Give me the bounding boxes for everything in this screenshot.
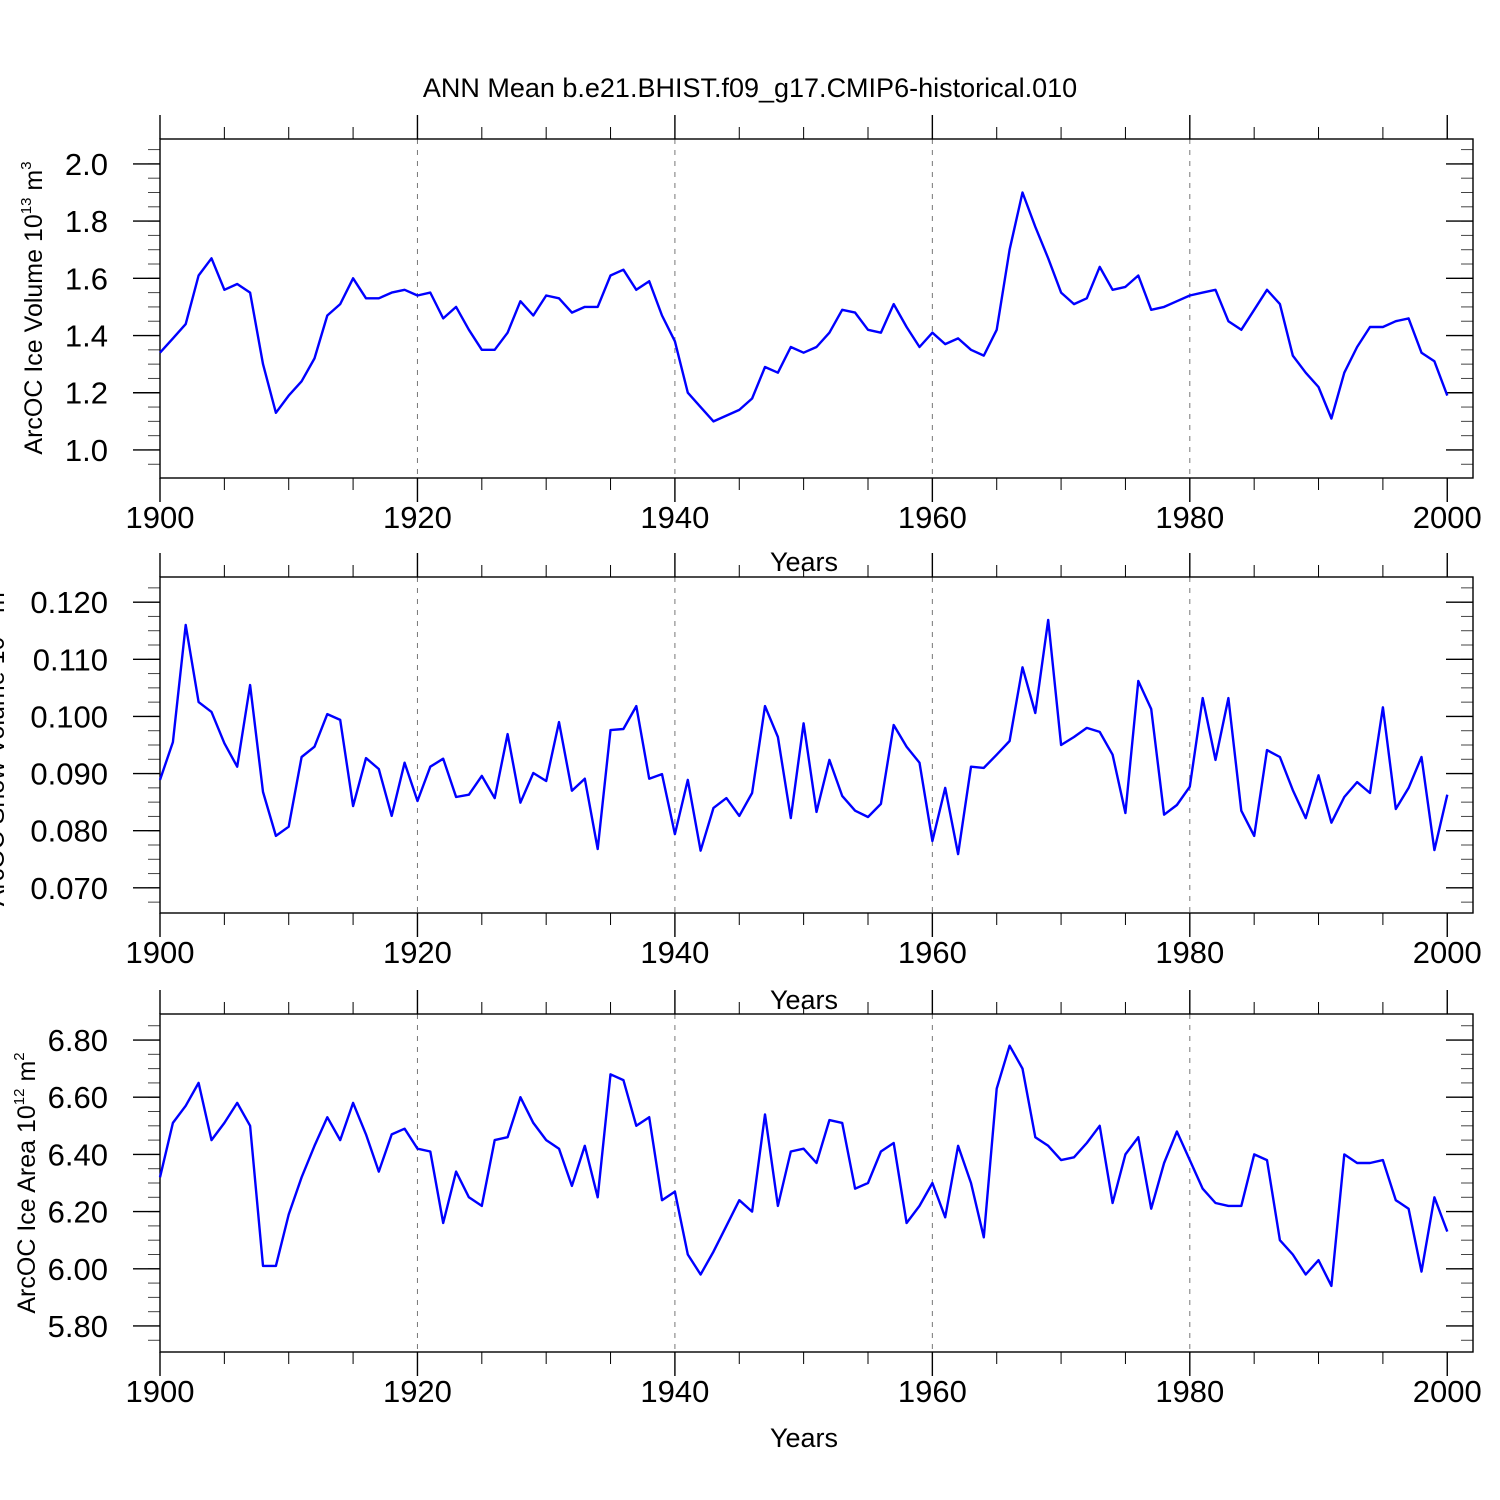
x-tick-label: 1980 xyxy=(1155,1374,1224,1409)
x-tick-label: 2000 xyxy=(1413,500,1482,535)
y-axis-title-ice-volume: ArcOC Ice Volume 1013 m3 xyxy=(18,161,48,454)
x-tick-label: 2000 xyxy=(1413,935,1482,970)
y-tick-label: 5.80 xyxy=(48,1309,108,1344)
x-tick-label: 1920 xyxy=(383,500,452,535)
chart-title: ANN Mean b.e21.BHIST.f09_g17.CMIP6-histo… xyxy=(423,73,1077,103)
x-tick-label: 1960 xyxy=(898,1374,967,1409)
x-tick-label: 1940 xyxy=(640,500,709,535)
y-tick-label: 0.080 xyxy=(30,814,108,849)
y-tick-label: 6.40 xyxy=(48,1137,108,1172)
plot-frame xyxy=(159,138,1474,479)
y-tick-label: 1.6 xyxy=(65,261,108,296)
y-axis-title-ice-area: ArcOC Ice Area 1012 m2 xyxy=(11,1052,41,1313)
y-tick-label: 1.2 xyxy=(65,376,108,411)
x-tick-label: 1960 xyxy=(898,935,967,970)
y-tick-label: 6.00 xyxy=(48,1252,108,1287)
x-tick-label: 1940 xyxy=(640,935,709,970)
y-tick-label: 6.60 xyxy=(48,1080,108,1115)
y-tick-label: 1.8 xyxy=(65,204,108,239)
x-tick-label: 1960 xyxy=(898,500,967,535)
plot-frame xyxy=(159,576,1474,914)
y-tick-label: 1.0 xyxy=(65,433,108,468)
y-tick-label: 0.110 xyxy=(33,642,108,677)
x-tick-label: 1980 xyxy=(1155,935,1224,970)
y-tick-label: 6.20 xyxy=(48,1195,108,1230)
x-tick-label: 2000 xyxy=(1413,1374,1482,1409)
x-tick-label: 1920 xyxy=(383,1374,452,1409)
plot-frame xyxy=(159,1013,1474,1353)
y-tick-label: 6.80 xyxy=(48,1023,108,1058)
series-line xyxy=(159,191,1449,423)
y-tick-label: 1.4 xyxy=(65,319,108,354)
panel-1: 1.0 1.2 1.4 1.6 1.8 2.0 1900 1920 1940 1960 1980 20… xyxy=(65,115,1482,535)
series-line xyxy=(158,1044,1449,1288)
panel-3: 5.80 6.00 6.20 6.40 6.60 6.80 1900 1920 1940 1960… xyxy=(48,990,1482,1409)
y-tick-label: 0.090 xyxy=(30,757,108,792)
x-tick-label: 1900 xyxy=(126,935,195,970)
y-tick-label: 0.070 xyxy=(30,871,108,906)
x-tick-label: 1900 xyxy=(126,500,195,535)
x-tick-label: 1980 xyxy=(1155,500,1224,535)
panel-2: 0.070 0.080 0.090 0.100 0.110 0.120 1900 1920 19… xyxy=(30,553,1482,970)
series-line xyxy=(158,618,1449,856)
x-tick-label: 1920 xyxy=(383,935,452,970)
y-tick-label: 0.100 xyxy=(30,699,108,734)
y-tick-label: 0.120 xyxy=(30,585,108,620)
y-tick-label: 2.0 xyxy=(65,147,108,182)
y-axis-title-snow-volume: ArcOC Snow Volume 1013 m3 xyxy=(0,584,10,906)
x-tick-label: 1940 xyxy=(640,1374,709,1409)
x-axis-title-panel-3: Years xyxy=(770,1423,838,1453)
x-tick-label: 1900 xyxy=(126,1374,195,1409)
